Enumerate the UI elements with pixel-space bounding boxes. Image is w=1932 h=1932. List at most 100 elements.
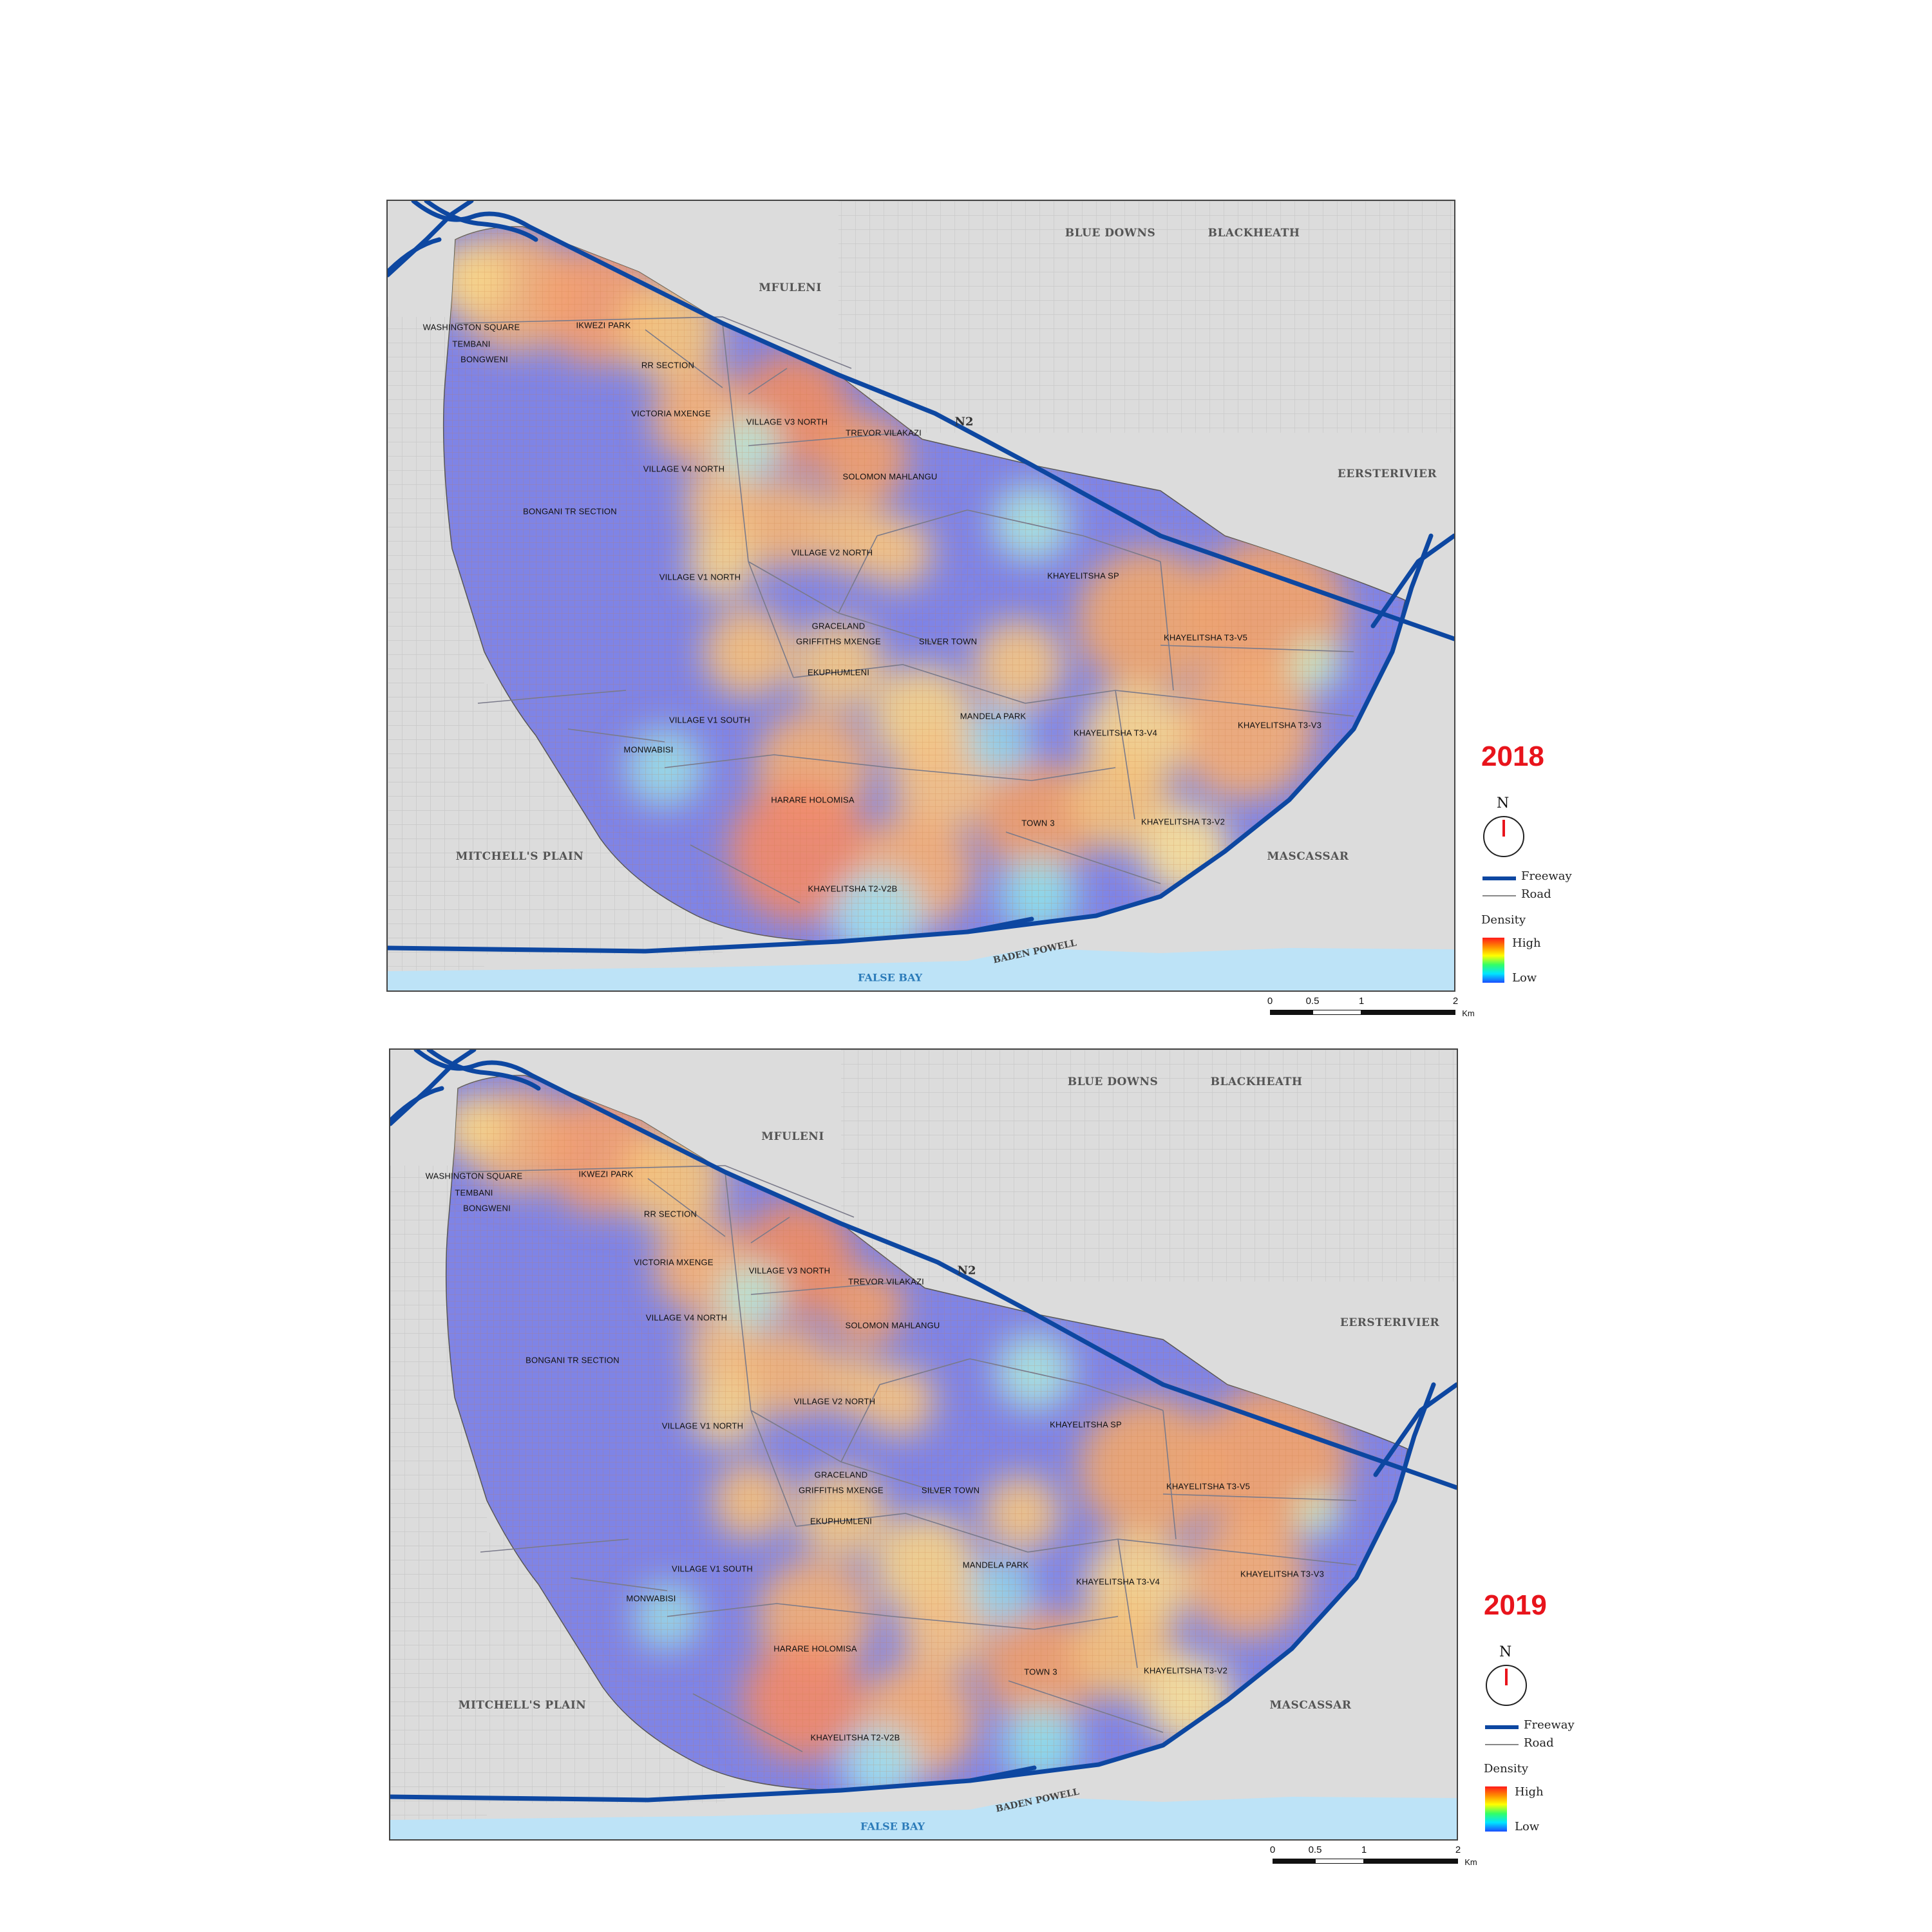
false-bay-label: FALSE BAY — [860, 1820, 925, 1833]
freeway-line — [413, 1050, 1457, 1490]
section-label-bongweni: BONGWENI — [463, 1203, 511, 1213]
section-label-silver-town: SILVER TOWN — [918, 636, 978, 647]
road-line — [750, 1217, 790, 1244]
section-label-bongani-tr-section: BONGANI TR SECTION — [526, 1355, 620, 1365]
freeway-swatch — [1482, 876, 1516, 880]
freeway-line — [388, 916, 1034, 954]
section-label-khayelitsha-sp: KHAYELITSHA SP — [1047, 571, 1119, 581]
freeway-line — [411, 201, 1454, 641]
legend-road-label: Road — [1524, 1736, 1554, 1750]
place-label-blackheath: BLACKHEATH — [1208, 227, 1300, 240]
density-color-ramp — [1482, 938, 1504, 983]
road-network — [455, 316, 1354, 904]
road-line — [1162, 1410, 1177, 1540]
section-label-khayelitsha-t3-v4: KHAYELITSHA T3-V4 — [1075, 1577, 1160, 1587]
scale-unit-label: Km — [1462, 1009, 1475, 1018]
section-label-silver-town: SILVER TOWN — [921, 1485, 980, 1495]
road-line — [667, 1603, 893, 1617]
section-label-solomon-mahlangu: SOLOMON MAHLANGU — [842, 471, 938, 482]
freeway-line — [388, 237, 442, 274]
map-canvas — [390, 1050, 1457, 1839]
road-line — [570, 1577, 668, 1591]
section-label-village-v1-north: VILLAGE V1 NORTH — [661, 1421, 744, 1431]
section-label-ikwezi-park: IKWEZI PARK — [578, 1169, 634, 1179]
road-line — [722, 323, 749, 562]
section-label-village-v2-north: VILLAGE V2 NORTH — [791, 547, 873, 558]
section-label-khayelitsha-t3-v3: KHAYELITSHA T3-V3 — [1237, 720, 1322, 730]
section-label-griffiths-mxenge: GRIFFITHS MXENGE — [799, 1485, 884, 1495]
scale-tick-label: 2 — [1452, 996, 1459, 1007]
section-label-solomon-mahlangu: SOLOMON MAHLANGU — [845, 1320, 940, 1331]
section-label-ekuphumleni: EKUPHUMLENI — [807, 667, 870, 677]
road-line — [1160, 561, 1174, 691]
section-label-washington-square: WASHINGTON SQUARE — [425, 1171, 523, 1181]
map-panel-2018: WASHINGTON SQUARE TEMBANI BONGWENI IKWEZI P… — [386, 200, 1674, 1050]
road-line — [967, 509, 1161, 562]
section-label-khayelitsha-t3-v2: KHAYELITSHA T3-V2 — [1141, 817, 1226, 827]
freeway-line — [426, 1050, 541, 1091]
road-line — [567, 728, 665, 743]
section-label-victoria-mxenge: VICTORIA MXENGE — [634, 1257, 714, 1267]
scale-segment — [1364, 1859, 1458, 1864]
road-line — [1160, 645, 1354, 652]
section-label-rr-section: RR SECTION — [641, 360, 695, 370]
road-line — [1117, 1539, 1138, 1669]
section-label-bongweni: BONGWENI — [460, 354, 508, 365]
place-label-blue-downs: BLUE DOWNS — [1065, 227, 1156, 240]
section-label-victoria-mxenge: VICTORIA MXENGE — [631, 408, 711, 419]
road-line — [748, 561, 794, 678]
place-label-eersterivier: EERSTERIVIER — [1340, 1316, 1440, 1329]
scale-segment — [1315, 1859, 1364, 1864]
place-label-mitchells-plain: MITCHELL'S PLAIN — [455, 850, 584, 863]
road-line — [748, 368, 788, 395]
section-label-bongani-tr-section: BONGANI TR SECTION — [523, 506, 617, 516]
section-label-monwabisi: MONWABISI — [623, 744, 674, 755]
scale-bar: 0 0.5 1 2 Km — [1270, 1844, 1477, 1877]
road-line — [455, 316, 852, 369]
legend-low-label: Low — [1512, 971, 1537, 985]
section-label-village-v2-north: VILLAGE V2 NORTH — [793, 1396, 876, 1406]
scale-segment — [1312, 1010, 1361, 1015]
road-line — [457, 1165, 855, 1218]
freeway-line — [1373, 1382, 1457, 1477]
road-line — [969, 1358, 1164, 1411]
scale-tick-label: 1 — [1358, 996, 1365, 1007]
road-line — [889, 767, 1116, 781]
section-label-washington-square: WASHINGTON SQUARE — [422, 322, 520, 332]
road-line — [892, 1616, 1119, 1630]
section-label-village-v3-north: VILLAGE V3 NORTH — [746, 417, 828, 427]
section-label-village-v1-north: VILLAGE V1 NORTH — [659, 572, 741, 582]
section-label-graceland: GRACELAND — [811, 621, 866, 631]
map-canvas — [388, 201, 1454, 990]
place-label-mascassar: MASCASSAR — [1267, 850, 1349, 863]
section-label-mandela-park: MANDELA PARK — [962, 1560, 1029, 1570]
legend-high-label: High — [1515, 1785, 1544, 1799]
false-bay-water — [388, 948, 1454, 990]
legend-density-title: Density — [1484, 1762, 1529, 1776]
place-label-blue-downs: BLUE DOWNS — [1067, 1075, 1159, 1088]
section-label-tembani: TEMBANI — [455, 1188, 493, 1198]
road-line — [664, 754, 891, 768]
map-frame: WASHINGTON SQUARE TEMBANI BONGWENI IKWEZI P… — [389, 1048, 1458, 1841]
section-label-khayelitsha-t3-v5: KHAYELITSHA T3-V5 — [1166, 1481, 1251, 1492]
map-frame: WASHINGTON SQUARE TEMBANI BONGWENI IKWEZI P… — [386, 200, 1455, 992]
road-line — [1115, 690, 1135, 820]
place-label-mfuleni: MFULENI — [761, 1130, 824, 1143]
road-line — [1008, 1680, 1164, 1733]
section-label-town-3: TOWN 3 — [1021, 818, 1055, 828]
road-line — [724, 1171, 752, 1411]
scale-tick-label: 1 — [1361, 1844, 1367, 1855]
freeway-swatch — [1485, 1725, 1519, 1729]
legend-low-label: Low — [1515, 1820, 1540, 1833]
section-label-village-v1-south: VILLAGE V1 SOUTH — [668, 715, 751, 725]
north-needle — [1505, 1669, 1508, 1685]
legend-freeway-label: Freeway — [1521, 869, 1572, 883]
section-label-village-v1-south: VILLAGE V1 SOUTH — [671, 1564, 753, 1574]
road-line — [795, 1513, 1357, 1566]
scale-segment — [1273, 1859, 1315, 1864]
section-label-tembani: TEMBANI — [452, 339, 491, 349]
map-panel-2019: WASHINGTON SQUARE TEMBANI BONGWENI IKWEZI P… — [389, 1048, 1677, 1899]
section-label-griffiths-mxenge: GRIFFITHS MXENGE — [796, 636, 881, 647]
legend-road-label: Road — [1521, 887, 1551, 901]
legend-high-label: High — [1512, 936, 1541, 950]
